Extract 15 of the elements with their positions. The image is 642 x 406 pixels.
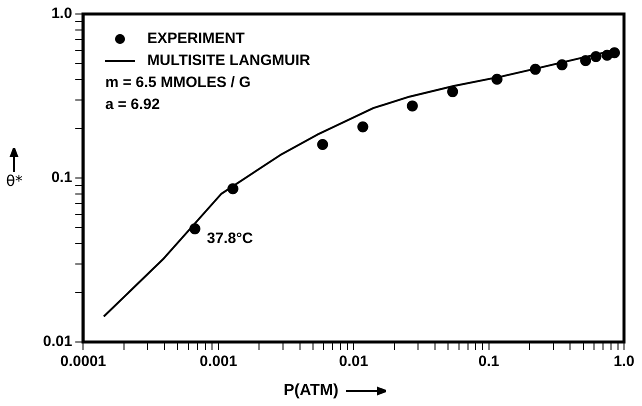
x-tick-label: 0.01 <box>338 353 368 370</box>
annotation: m = 6.5 MMOLES / G <box>105 73 252 93</box>
x-tick-label: 0.0001 <box>60 353 106 370</box>
legend-label: EXPERIMENT <box>147 29 245 49</box>
annotation: a = 6.92 <box>105 95 161 115</box>
legend-label: MULTISITE LANGMUIR <box>147 51 310 71</box>
y-tick-label: 0.01 <box>42 333 72 350</box>
x-tick-label: 0.1 <box>478 353 500 370</box>
annotation: 37.8°C <box>206 230 254 247</box>
x-tick-label: 0.001 <box>200 353 238 370</box>
x-tick-label: 1.0 <box>614 353 634 370</box>
y-axis-title: θ* <box>6 172 23 190</box>
x-axis-title: P(ATM) <box>284 382 338 400</box>
y-tick-label: 1.0 <box>51 5 72 22</box>
y-tick-label: 0.1 <box>51 169 72 186</box>
